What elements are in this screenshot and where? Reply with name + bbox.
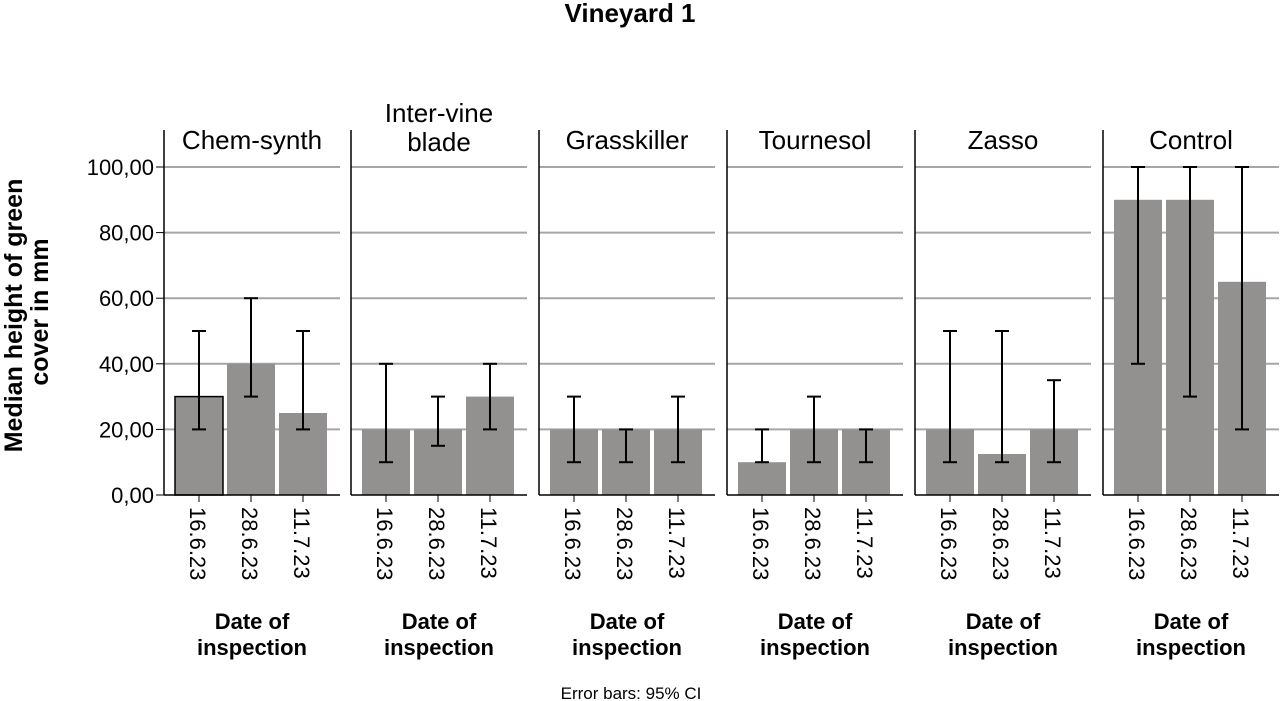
y-axis-label: Median height of green cover in mm	[0, 172, 54, 453]
panel-label: Chem-synth	[182, 125, 322, 155]
x-tick-label: 16.6.23	[185, 507, 210, 580]
x-tick-label: 11.7.23	[289, 507, 314, 579]
x-axis-label-line: Date of	[402, 609, 477, 634]
x-tick-label: 28.6.23	[800, 507, 825, 580]
x-tick-label: 16.6.23	[1124, 507, 1149, 580]
error-bar	[1235, 166, 1249, 431]
panel: Inter-vine blade 16.6.23 28.6.23 11.7.23 Date…	[350, 98, 527, 660]
x-tick-label: 28.6.23	[424, 507, 449, 580]
error-bar	[244, 297, 258, 398]
error-bar	[379, 362, 393, 464]
x-axis-label-line: inspection	[948, 635, 1058, 660]
panel-label-line: Chem-synth	[182, 125, 322, 155]
x-tick-label: 28.6.23	[1176, 507, 1201, 580]
x-tick-label: 16.6.23	[560, 507, 585, 580]
y-tick-label: 0,00	[111, 483, 154, 508]
panel-label: Inter-vine blade	[385, 98, 493, 157]
y-axis-ticks: 0,00 20,00 40,00 60,00 80,00 100,00	[87, 155, 164, 508]
x-tick-label: 11.7.23	[476, 507, 501, 579]
y-axis-label-line-1: Median height of green	[0, 179, 28, 453]
error-bar	[1047, 379, 1061, 464]
panel-label-line: blade	[407, 127, 471, 157]
x-tick-label: 28.6.23	[612, 507, 637, 580]
error-bar	[431, 395, 445, 447]
error-bar	[1183, 166, 1197, 398]
y-tick-label: 40,00	[99, 352, 154, 377]
panel: Grasskiller 16.6.23 28.6.23 11.7.23 Date of i…	[538, 125, 715, 660]
panel-label-line: Tournesol	[759, 125, 872, 155]
panel-label-line: Zasso	[968, 125, 1039, 155]
x-tick-label: 11.7.23	[1228, 507, 1253, 579]
error-bar	[192, 330, 206, 431]
x-axis-label-line: Date of	[215, 609, 290, 634]
error-bar	[567, 395, 581, 464]
panel-label-line: Inter-vine	[385, 98, 493, 128]
bar	[738, 462, 786, 495]
x-axis-label: Date of inspection	[948, 609, 1058, 660]
x-tick-label: 28.6.23	[988, 507, 1013, 580]
x-tick-label: 28.6.23	[237, 507, 262, 580]
y-tick-label: 20,00	[99, 417, 154, 442]
x-axis-label-line: Date of	[590, 609, 665, 634]
x-tick-label: 16.6.23	[372, 507, 397, 580]
chart-title: Vineyard 1	[564, 0, 695, 28]
x-tick-label: 16.6.23	[748, 507, 773, 580]
x-axis-label-line: Date of	[966, 609, 1041, 634]
panel: Chem-synth 16.6.23 28.6.23 11.7.23 Date of in…	[163, 125, 340, 660]
panel-label-line: Grasskiller	[566, 125, 689, 155]
y-axis-label-line-2: cover in mm	[26, 238, 54, 385]
panel-label: Grasskiller	[566, 125, 689, 155]
x-axis-label-line: inspection	[760, 635, 870, 660]
x-axis-label: Date of inspection	[760, 609, 870, 660]
error-bar-note: Error bars: 95% CI	[561, 684, 702, 701]
error-bar	[859, 428, 873, 464]
y-tick-label: 100,00	[87, 155, 154, 180]
error-bar	[619, 428, 633, 464]
x-axis-label-line: inspection	[384, 635, 494, 660]
panel-label: Tournesol	[759, 125, 872, 155]
x-tick-label: 11.7.23	[664, 507, 689, 579]
x-tick-label: 16.6.23	[936, 507, 961, 580]
error-bar	[1131, 166, 1145, 365]
error-bar	[995, 330, 1009, 464]
error-bar	[296, 330, 310, 431]
error-bar	[483, 362, 497, 431]
panel: Tournesol 16.6.23 28.6.23 11.7.23 Date of ins…	[726, 125, 903, 660]
x-axis-label-line: inspection	[197, 635, 307, 660]
x-axis-label-line: inspection	[572, 635, 682, 660]
error-bar	[671, 395, 685, 464]
x-axis-label: Date of inspection	[572, 609, 682, 660]
error-bar	[807, 395, 821, 464]
x-tick-label: 11.7.23	[852, 507, 877, 579]
panel: Zasso 16.6.23 28.6.23 11.7.23 Date of inspect…	[914, 125, 1091, 660]
x-tick-label: 11.7.23	[1040, 507, 1065, 579]
panel-label: Control	[1149, 125, 1233, 155]
x-axis-label: Date of inspection	[384, 609, 494, 660]
panel-label: Zasso	[968, 125, 1039, 155]
y-tick-label: 60,00	[99, 286, 154, 311]
panel-label-line: Control	[1149, 125, 1233, 155]
x-axis-label-line: Date of	[1154, 609, 1229, 634]
panel: Control 16.6.23 28.6.23 11.7.23 Date of inspe…	[1102, 125, 1279, 660]
error-bar	[755, 428, 769, 464]
error-bar	[943, 330, 957, 464]
x-axis-label-line: inspection	[1136, 635, 1246, 660]
x-axis-label-line: Date of	[778, 609, 853, 634]
y-tick-label: 80,00	[99, 221, 154, 246]
x-axis-label: Date of inspection	[1136, 609, 1246, 660]
x-axis-label: Date of inspection	[197, 609, 307, 660]
